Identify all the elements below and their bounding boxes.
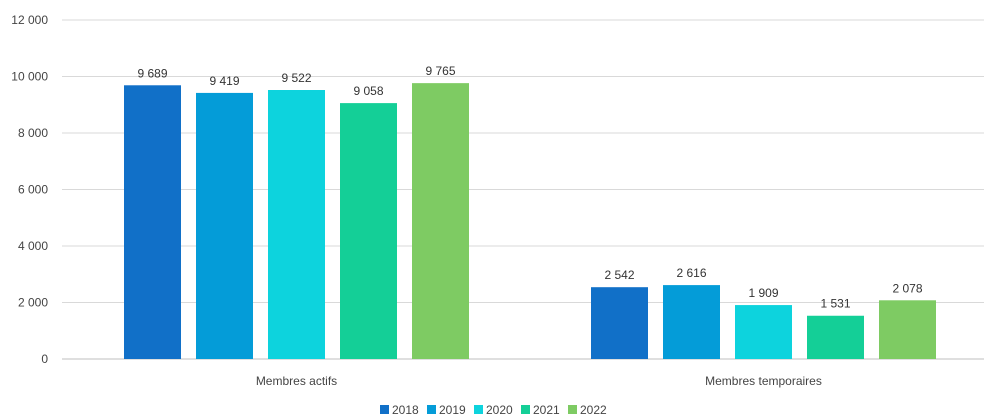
bar — [663, 285, 720, 359]
y-axis: 0 2 000 4 000 6 000 8 000 10 000 12 000 — [11, 13, 48, 366]
legend-item[interactable]: 2019 — [427, 403, 466, 417]
legend-label: 2018 — [392, 403, 419, 417]
y-tick-label: 0 — [41, 352, 48, 366]
data-label: 9 058 — [353, 84, 383, 98]
legend-item[interactable]: 2021 — [521, 403, 560, 417]
data-label: 1 909 — [748, 286, 778, 300]
y-tick-label: 6 000 — [18, 183, 48, 197]
y-tick-label: 8 000 — [18, 126, 48, 140]
y-tick-label: 10 000 — [11, 70, 48, 84]
legend-swatch — [521, 405, 530, 414]
legend-swatch — [474, 405, 483, 414]
legend-swatch — [568, 405, 577, 414]
data-label: 9 522 — [281, 71, 311, 85]
legend-label: 2020 — [486, 403, 513, 417]
data-label: 2 542 — [604, 268, 634, 282]
legend-swatch — [380, 405, 389, 414]
bar — [412, 83, 469, 360]
y-tick-label: 2 000 — [18, 296, 48, 310]
bar — [124, 85, 181, 359]
data-label: 1 531 — [820, 297, 850, 311]
bar — [879, 300, 936, 359]
y-tick-label: 4 000 — [18, 239, 48, 253]
data-label: 2 616 — [676, 266, 706, 280]
y-tick-label: 12 000 — [11, 13, 48, 27]
data-label: 9 419 — [209, 74, 239, 88]
legend-item[interactable]: 2022 — [568, 403, 607, 417]
legend-item[interactable]: 2018 — [380, 403, 419, 417]
legend-item[interactable]: 2020 — [474, 403, 513, 417]
legend-label: 2021 — [533, 403, 560, 417]
data-label: 9 689 — [137, 66, 167, 80]
data-labels: 9 689 9 419 9 522 9 058 9 765 2 542 2 616 1 909… — [137, 64, 922, 311]
legend-swatch — [427, 405, 436, 414]
category-label: Membres actifs — [256, 374, 337, 388]
bars — [124, 83, 936, 360]
legend-label: 2019 — [439, 403, 466, 417]
x-axis: Membres actifs Membres temporaires — [256, 374, 822, 388]
data-label: 2 078 — [892, 281, 922, 295]
bar — [340, 103, 397, 359]
bar — [735, 305, 792, 359]
legend[interactable]: 2018 2019 2020 2021 2022 — [380, 403, 607, 417]
legend-label: 2022 — [580, 403, 607, 417]
data-label: 9 765 — [425, 64, 455, 78]
bar — [196, 92, 253, 359]
category-label: Membres temporaires — [705, 374, 822, 388]
bar — [268, 90, 325, 359]
bar — [807, 315, 864, 359]
bar — [591, 287, 648, 359]
